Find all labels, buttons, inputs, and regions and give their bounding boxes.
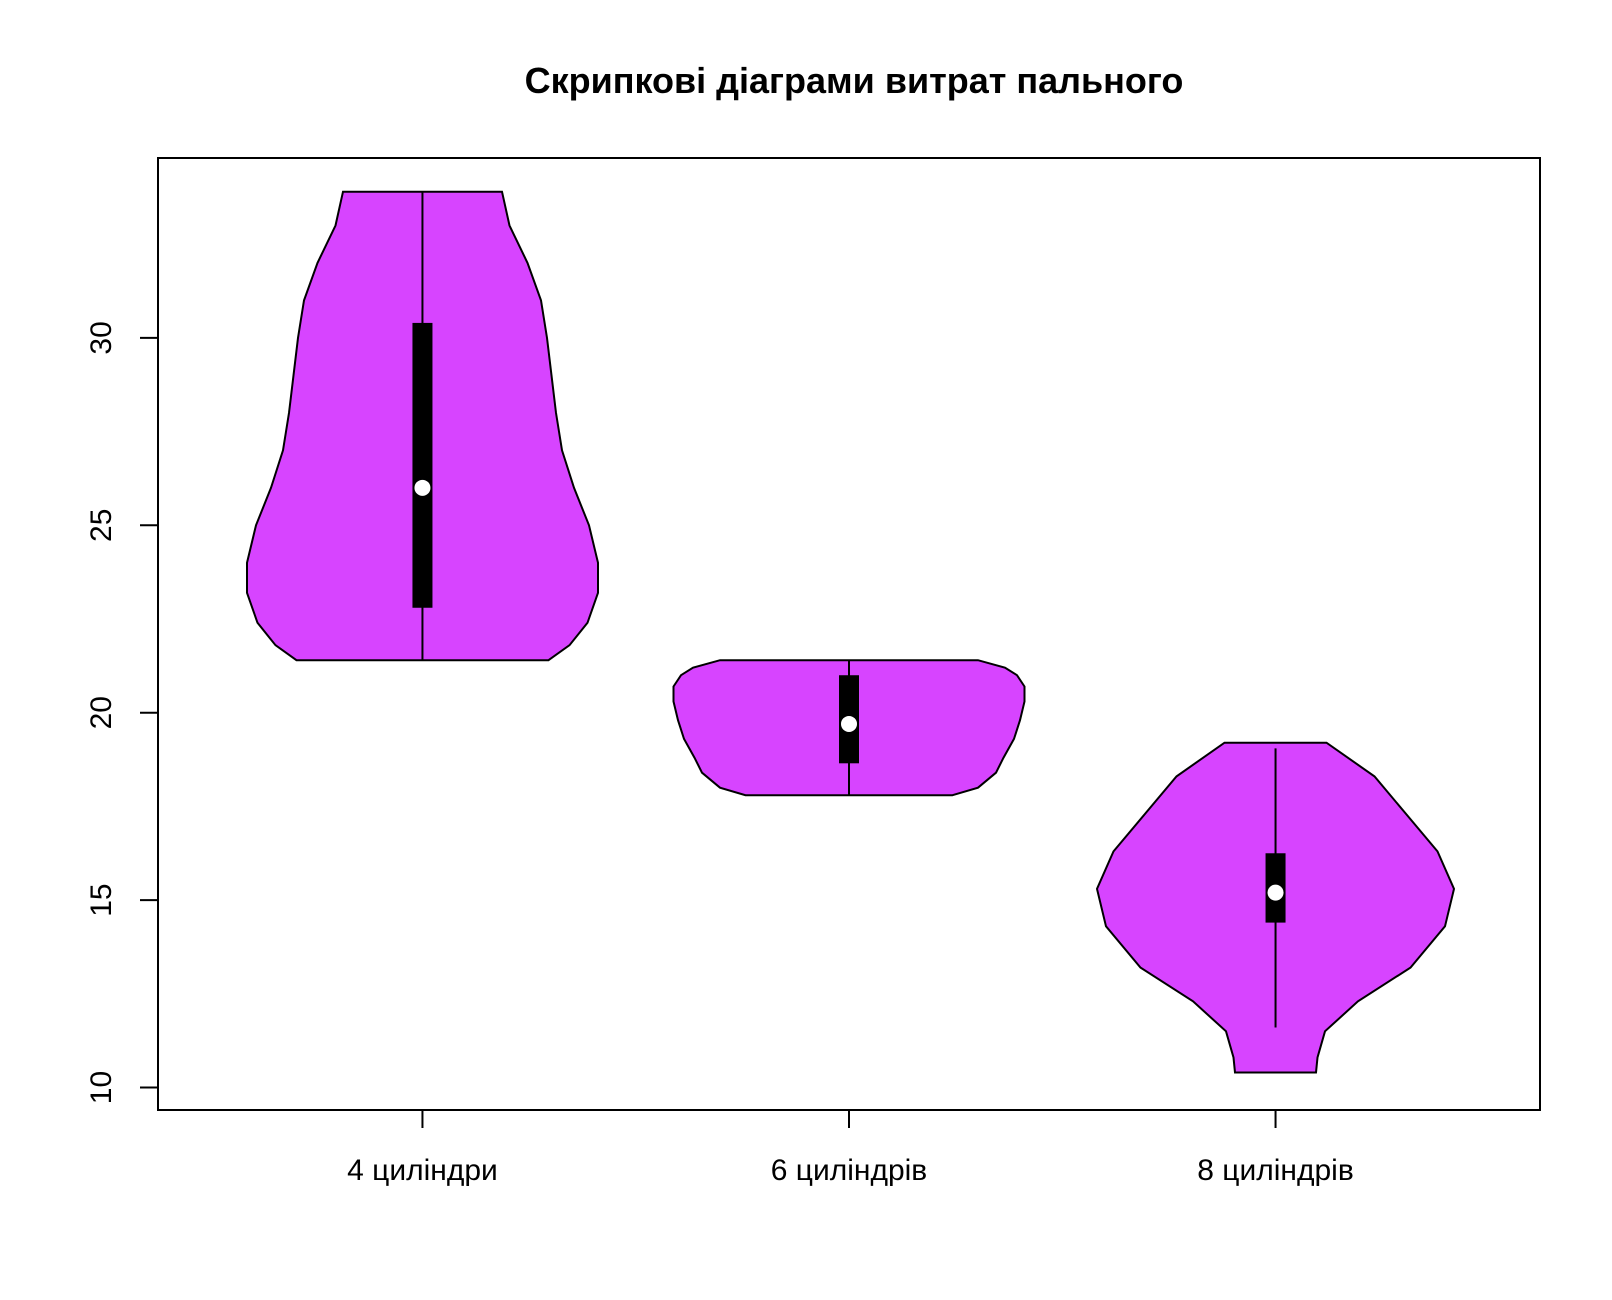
x-tick-label: 6 цилiндрiв (771, 1154, 928, 1187)
violin-group (1095, 741, 1456, 1074)
median-point (414, 479, 431, 496)
x-tick-label: 8 цилiндрiв (1197, 1154, 1354, 1187)
iqr-box (412, 322, 433, 608)
violin-group (246, 190, 599, 662)
median-point (1267, 884, 1284, 901)
x-axis: 4 цилiндри 6 цилiндрiв 8 цилiндрiв (347, 1110, 1354, 1187)
violin-group (672, 659, 1026, 797)
median-point (841, 715, 857, 732)
y-tick-label: 25 (85, 509, 118, 542)
x-tick-label: 4 цилiндри (347, 1154, 498, 1187)
violins-layer (246, 190, 1456, 1074)
y-tick-label: 20 (85, 696, 118, 729)
y-tick-label: 30 (85, 321, 118, 354)
y-tick-label: 15 (85, 883, 118, 916)
y-tick-label: 10 (85, 1071, 118, 1104)
chart-title: Скрипкові діаграми витрат пального (525, 60, 1184, 101)
y-axis: 10 15 20 25 30 (85, 321, 159, 1104)
